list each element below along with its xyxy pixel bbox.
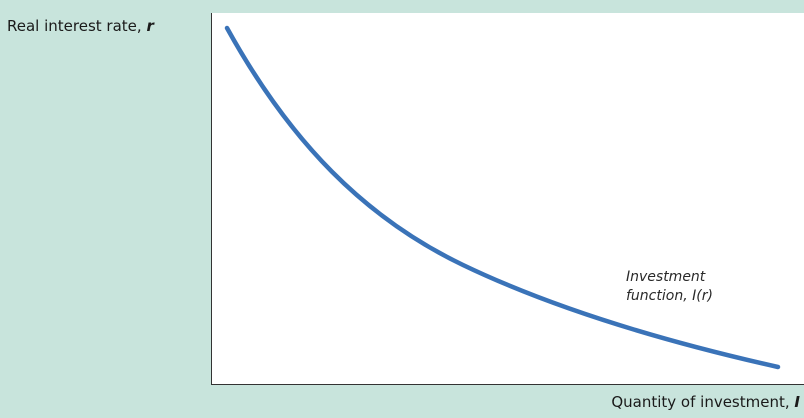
curve-label-line1: Investment <box>626 269 706 285</box>
y-axis-variable: r <box>146 17 154 35</box>
investment-function-label: Investment function, I(r) <box>626 268 713 306</box>
curve-label-line2: function, I(r) <box>626 287 713 306</box>
y-axis-label: Real interest rate, r <box>7 17 154 35</box>
y-axis-label-text: Real interest rate, <box>7 17 147 35</box>
curve-label-line2-prefix: function, I( <box>626 288 702 304</box>
plot-area <box>211 13 804 385</box>
curve-label-line2-suffix: ) <box>707 288 713 304</box>
x-axis-label-text: Quantity of investment, <box>611 393 795 411</box>
curve-label-line2-var: r <box>701 288 708 304</box>
x-axis-variable: I <box>794 393 800 411</box>
x-axis-label: Quantity of investment, I <box>611 393 800 411</box>
